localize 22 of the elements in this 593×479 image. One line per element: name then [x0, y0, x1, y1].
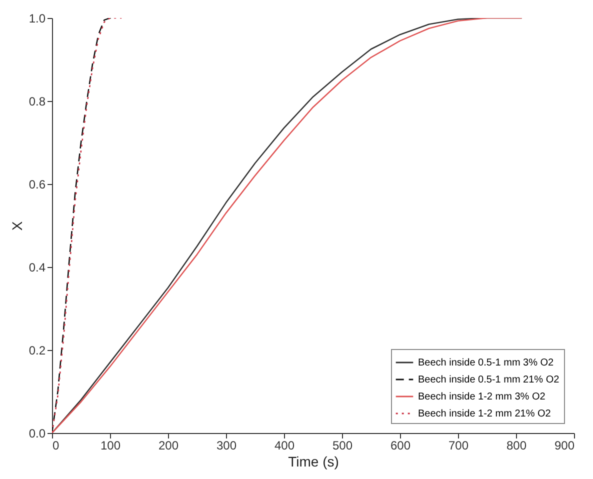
x-tick-label: 600 — [390, 438, 411, 452]
y-tick-label: 0.0 — [28, 426, 46, 440]
x-tick-label: 200 — [158, 438, 179, 452]
legend-label: Beech inside 1-2 mm 21% O2 — [418, 408, 552, 420]
legend-label: Beech inside 0.5-1 mm 21% O2 — [418, 374, 560, 386]
y-tick-label: 1.0 — [28, 12, 46, 26]
y-tick-label: 0.2 — [28, 344, 46, 358]
x-tick-label: 400 — [274, 438, 295, 452]
x-tick-label: 700 — [448, 438, 469, 452]
x-tick-label: 500 — [332, 438, 353, 452]
legend-label: Beech inside 0.5-1 mm 3% O2 — [418, 358, 554, 368]
x-tick-label: 900 — [554, 438, 575, 452]
y-tick-label: 0.8 — [28, 94, 46, 108]
y-tick-label: 0.6 — [28, 178, 46, 192]
y-axis-title: X — [8, 220, 25, 231]
y-tick-label: 0.4 — [28, 260, 46, 274]
x-tick-label: 800 — [506, 438, 527, 452]
x-tick-label: 100 — [100, 438, 121, 452]
x-tick-label: 300 — [216, 438, 237, 452]
x-axis-title: Time (s) — [288, 454, 339, 470]
legend-label: Beech inside 1-2 mm 3% O2 — [418, 392, 546, 402]
x-tick-label: 0 — [52, 438, 60, 452]
